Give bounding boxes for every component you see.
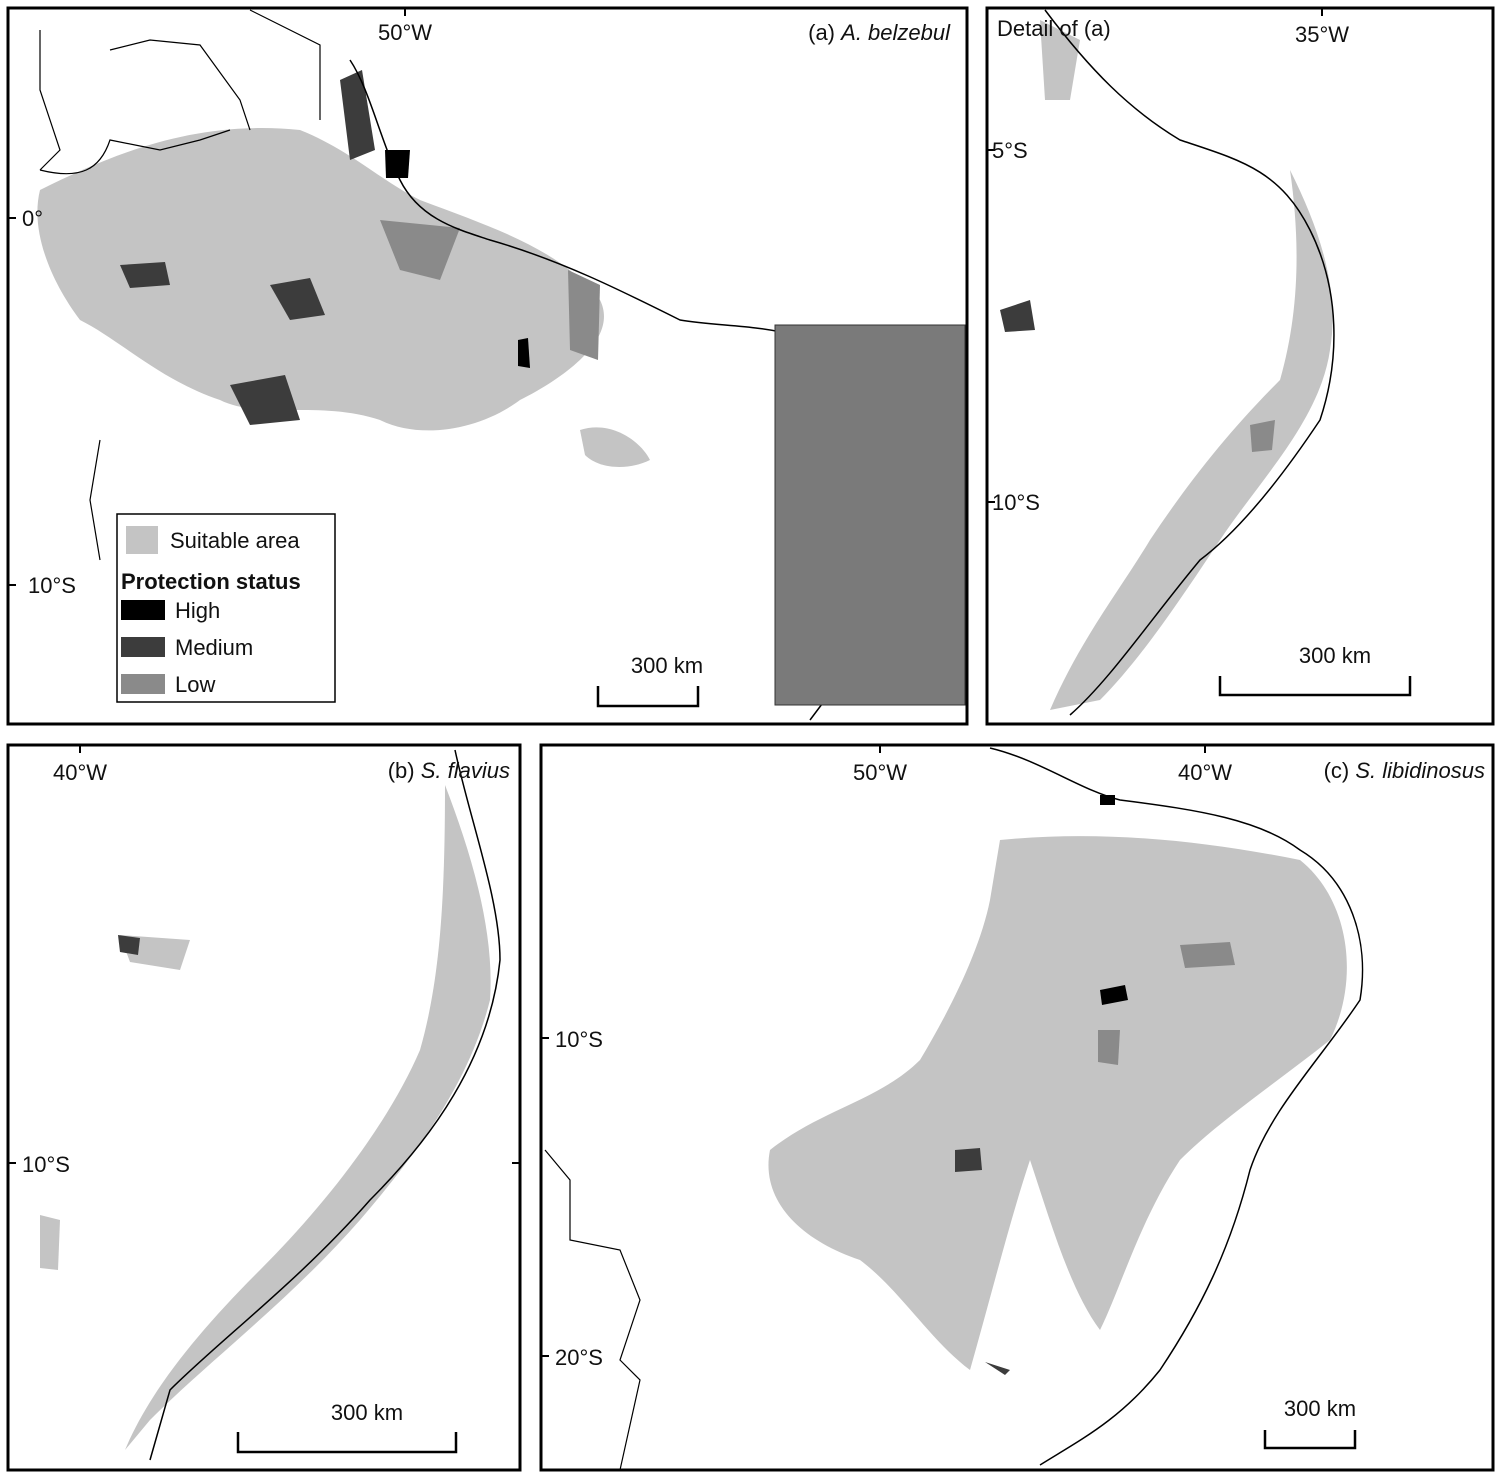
panel-title: (a) A. belzebul — [808, 20, 951, 45]
legend-swatch — [126, 526, 158, 554]
latitude-label: 10°S — [555, 1027, 603, 1052]
species: S. flavius — [421, 758, 510, 783]
suitable-area — [768, 836, 1347, 1370]
coastline — [989, 747, 1364, 1466]
suitable-area — [580, 427, 650, 467]
scale-label: 300 km — [331, 1400, 403, 1425]
border — [544, 1149, 641, 1471]
panel-title: (c) S. libidinosus — [1324, 758, 1485, 783]
scale-label: 300 km — [1299, 643, 1371, 668]
low-protection — [1180, 942, 1235, 968]
legend-label: Suitable area — [170, 528, 300, 553]
suitable-area — [125, 785, 491, 1450]
species: S. libidinosus — [1355, 758, 1485, 783]
latitude-label: 0° — [22, 206, 43, 231]
scale-bar — [236, 1432, 458, 1454]
legend-swatch — [121, 600, 165, 620]
medium-protection — [230, 375, 300, 425]
panel-a: (a) A. belzebul 50°W 0° 10°S Suitable ar… — [6, 6, 969, 726]
medium-protection — [340, 70, 375, 160]
high-protection — [385, 150, 410, 178]
legend-label: High — [175, 598, 220, 623]
scale-bar — [1263, 1430, 1357, 1450]
suitable-area — [1050, 170, 1333, 710]
medium-protection — [985, 1362, 1010, 1375]
coastline — [1044, 9, 1335, 716]
panel-b: (b) S. flavius 40°W 10°S 300 km — [6, 743, 522, 1472]
high-protection — [1100, 985, 1128, 1005]
legend-swatch — [121, 637, 165, 657]
latitude-label: 5°S — [992, 138, 1028, 163]
suitable-area — [1040, 20, 1080, 100]
panel-label: (a) — [808, 20, 835, 45]
medium-protection — [120, 262, 170, 288]
scale-bar — [596, 686, 700, 708]
panel-label: (b) — [388, 758, 415, 783]
latitude-label: 10°S — [28, 573, 76, 598]
longitude-label: 35°W — [1295, 22, 1349, 47]
panel-title: Detail of (a) — [997, 16, 1111, 41]
panel-c: (c) S. libidinosus 50°W 40°W 10°S 20°S 3… — [539, 743, 1495, 1472]
longitude-label: 50°W — [853, 760, 907, 785]
low-protection — [380, 220, 460, 280]
legend-label: Medium — [175, 635, 253, 660]
panel-title: (b) S. flavius — [388, 758, 510, 783]
species: A. belzebul — [839, 20, 951, 45]
longitude-label: 40°W — [1178, 760, 1232, 785]
coastline — [149, 749, 501, 1461]
panel-label: (c) — [1324, 758, 1350, 783]
medium-protection — [270, 278, 325, 320]
low-protection — [1250, 420, 1275, 452]
longitude-label: 50°W — [378, 20, 432, 45]
panel-frame — [6, 743, 522, 1472]
legend-title: Protection status — [121, 569, 301, 594]
suitable-area — [40, 1215, 60, 1270]
low-protection — [568, 270, 600, 360]
low-protection — [1098, 1030, 1120, 1065]
legend: Suitable area Protection status High Med… — [116, 513, 336, 703]
scale-label: 300 km — [1284, 1396, 1356, 1421]
legend-label: Low — [175, 672, 215, 697]
medium-protection — [955, 1148, 982, 1172]
border — [39, 9, 321, 561]
scale-label: 300 km — [631, 653, 703, 678]
latitude-label: 10°S — [992, 490, 1040, 515]
detail-inset — [774, 324, 966, 706]
panel-frame — [6, 6, 969, 726]
legend-swatch — [121, 674, 165, 694]
panel-frame — [539, 743, 1495, 1472]
high-protection — [518, 338, 530, 368]
latitude-label: 10°S — [22, 1152, 70, 1177]
suitable-area — [37, 128, 604, 431]
panel-detail: Detail of (a) 35°W 5°S 10°S 300 km — [985, 6, 1495, 726]
longitude-label: 40°W — [53, 760, 107, 785]
medium-protection — [1000, 300, 1035, 332]
medium-protection — [118, 935, 140, 955]
panel-frame — [985, 6, 1495, 726]
scale-bar — [1218, 676, 1412, 697]
latitude-label: 20°S — [555, 1345, 603, 1370]
